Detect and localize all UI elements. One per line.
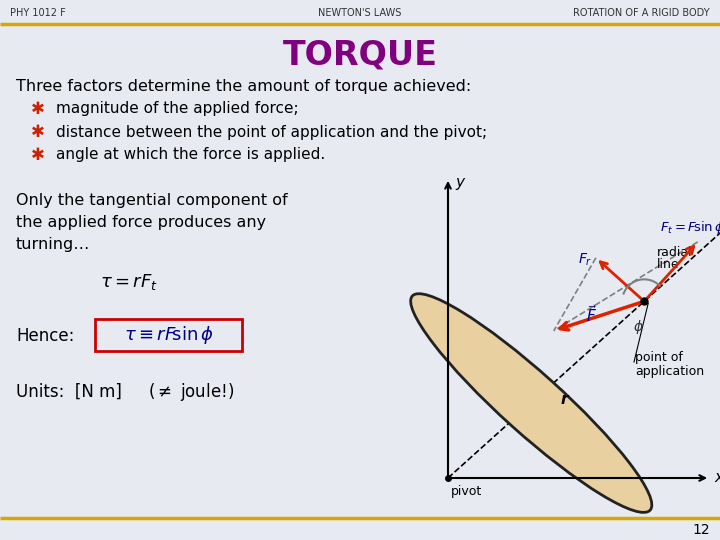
Text: angle at which the force is applied.: angle at which the force is applied.	[56, 147, 325, 163]
Text: pivot: pivot	[451, 485, 482, 498]
Text: Hence:: Hence:	[16, 327, 74, 345]
Text: $F_t = F\!\sin\phi$: $F_t = F\!\sin\phi$	[660, 219, 720, 237]
Text: ROTATION OF A RIGID BODY: ROTATION OF A RIGID BODY	[573, 8, 710, 18]
Text: PHY 1012 F: PHY 1012 F	[10, 8, 66, 18]
Text: application: application	[635, 364, 704, 377]
Text: the applied force produces any: the applied force produces any	[16, 214, 266, 230]
Text: 12: 12	[693, 523, 710, 537]
Text: line: line	[657, 259, 680, 272]
Text: $\tau = rF_t$: $\tau = rF_t$	[100, 272, 158, 292]
Text: ($\neq$ joule!): ($\neq$ joule!)	[148, 381, 234, 403]
Text: Only the tangential component of: Only the tangential component of	[16, 192, 287, 207]
Text: $F_r$: $F_r$	[578, 252, 593, 268]
Text: turning…: turning…	[16, 237, 91, 252]
Text: NEWTON'S LAWS: NEWTON'S LAWS	[318, 8, 402, 18]
Text: point of: point of	[635, 352, 683, 365]
Text: y: y	[455, 174, 464, 190]
Text: Units:  [N m]: Units: [N m]	[16, 383, 122, 401]
Text: r: r	[560, 392, 567, 407]
Text: ✱: ✱	[31, 123, 45, 141]
Text: radial: radial	[657, 246, 693, 259]
Text: ✱: ✱	[31, 146, 45, 164]
FancyBboxPatch shape	[95, 319, 242, 351]
Text: distance between the point of application and the pivot;: distance between the point of applicatio…	[56, 125, 487, 139]
Text: x: x	[714, 470, 720, 485]
Ellipse shape	[410, 294, 652, 512]
Text: Three factors determine the amount of torque achieved:: Three factors determine the amount of to…	[16, 79, 472, 94]
Text: $\tau \equiv rF\!\sin\phi$: $\tau \equiv rF\!\sin\phi$	[124, 324, 214, 346]
Text: magnitude of the applied force;: magnitude of the applied force;	[56, 102, 299, 117]
Text: $\phi$: $\phi$	[634, 318, 644, 336]
Text: $\vec{F}$: $\vec{F}$	[585, 303, 596, 325]
Text: ✱: ✱	[31, 100, 45, 118]
Text: TORQUE: TORQUE	[282, 38, 438, 71]
